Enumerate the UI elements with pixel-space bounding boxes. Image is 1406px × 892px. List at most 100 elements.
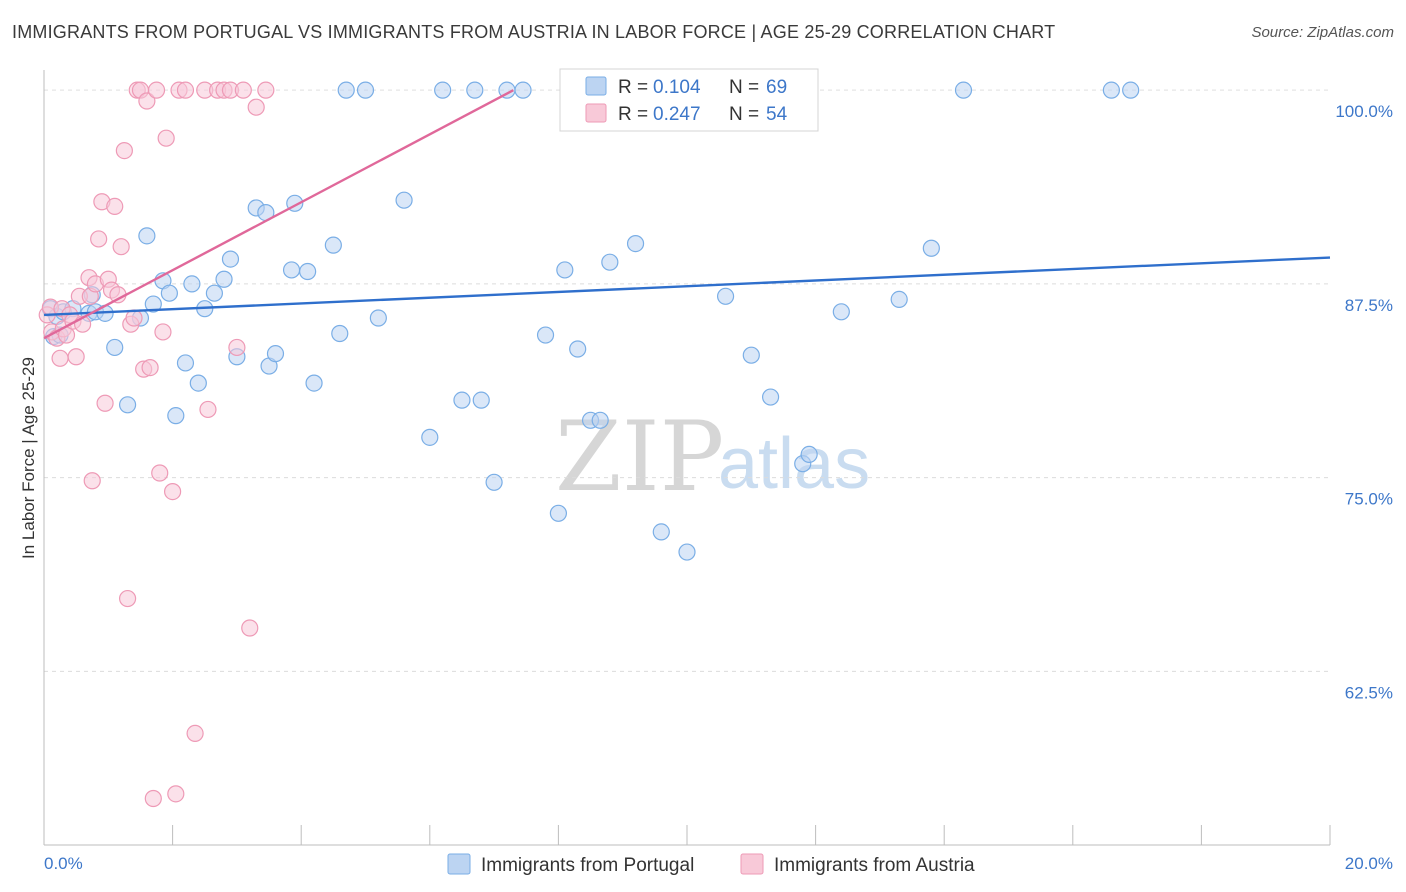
data-point [742, 346, 760, 364]
data-point [591, 411, 609, 429]
y-tick-label: 62.5% [1345, 683, 1393, 702]
legend-n-value-austria: 54 [766, 104, 788, 125]
data-point [144, 789, 162, 808]
data-point [215, 270, 233, 288]
y-tick-label: 87.5% [1345, 296, 1393, 315]
data-point [716, 287, 735, 305]
data-point [514, 81, 532, 99]
legend-n-label-portugal: N = [729, 77, 759, 98]
legend-r-value-austria: 0.247 [653, 104, 701, 125]
data-point [266, 345, 285, 363]
data-point [167, 407, 185, 425]
gridlines [44, 89, 1330, 672]
trend-line-austria [43, 89, 514, 340]
data-point [626, 235, 645, 253]
data-point [678, 543, 696, 561]
data-point [96, 394, 114, 412]
x-tick-label-max: 20.0% [1345, 854, 1393, 873]
data-point [282, 261, 301, 279]
chart-title: IMMIGRANTS FROM PORTUGAL VS IMMIGRANTS F… [12, 22, 1056, 42]
data-point [337, 81, 355, 99]
data-point [189, 374, 207, 392]
data-point [601, 253, 619, 271]
y-tick-label: 75.0% [1345, 490, 1393, 509]
data-point [167, 785, 185, 803]
y-axis-label: In Labor Force | Age 25-29 [19, 357, 38, 559]
legend-n-label-austria: N = [729, 104, 759, 125]
data-point [241, 619, 259, 637]
data-point [118, 589, 137, 608]
x-ticks [43, 825, 1331, 845]
data-point [221, 250, 240, 268]
bottom-legend-label-portugal: Immigrants from Portugal [481, 855, 694, 876]
data-point [147, 81, 166, 99]
data-point [186, 724, 204, 743]
legend-n-value-portugal: 69 [766, 77, 787, 98]
legend-r-label-austria: R = [618, 104, 648, 125]
legend-r-value-portugal: 0.104 [653, 77, 701, 98]
trend-line-portugal [43, 256, 1331, 317]
data-point [125, 309, 143, 327]
data-point [199, 400, 217, 419]
data-point [205, 284, 223, 302]
legend-swatch-austria [585, 103, 607, 123]
data-point [761, 388, 780, 406]
data-point [183, 275, 201, 293]
data-point [112, 238, 130, 256]
data-point [800, 445, 818, 463]
data-point [954, 81, 973, 99]
y-tick-labels: 62.5% 75.0% 87.5% 100.0% [1335, 102, 1393, 702]
legend-r-label-portugal: R = [618, 77, 648, 98]
data-point [118, 396, 137, 414]
legend-swatch-portugal [585, 76, 607, 96]
data-point [331, 324, 349, 343]
data-point [453, 391, 471, 409]
data-point [395, 191, 413, 209]
data-point [51, 349, 69, 367]
data-point [138, 92, 156, 110]
data-point [922, 239, 940, 257]
data-point [106, 197, 124, 215]
series-legend: Immigrants from Portugal Immigrants from… [447, 853, 975, 876]
stats-legend: R = 0.104 N = 69 R = 0.247 N = 54 [559, 68, 819, 132]
data-point [176, 81, 195, 99]
data-point [652, 523, 670, 541]
y-tick-label: 100.0% [1335, 102, 1393, 121]
x-tick-label-min: 0.0% [44, 854, 83, 873]
data-point [106, 338, 124, 357]
data-point [472, 391, 490, 409]
bottom-legend-swatch-portugal [447, 853, 471, 875]
bottom-legend-label-austria: Immigrants from Austria [774, 855, 975, 876]
data-point [549, 504, 568, 522]
data-point [890, 290, 908, 308]
data-point [151, 464, 169, 482]
watermark-zip: ZIP [555, 401, 724, 513]
watermark-atlas: atlas [718, 424, 870, 504]
data-point [556, 261, 574, 279]
data-point [1102, 81, 1120, 99]
data-point [228, 338, 246, 357]
data-point [247, 98, 265, 116]
data-point [164, 483, 182, 501]
data-point [421, 428, 439, 446]
data-point [144, 295, 162, 313]
data-point [832, 303, 850, 321]
data-point [234, 81, 252, 99]
data-point [67, 348, 85, 366]
data-point [257, 81, 275, 99]
trend-lines [43, 89, 1331, 340]
data-point [138, 227, 156, 245]
data-point [324, 236, 342, 254]
data-point [1122, 81, 1140, 99]
data-point [176, 354, 195, 372]
data-point [485, 473, 503, 491]
data-point [299, 262, 317, 281]
data-point [90, 230, 108, 248]
data-point [536, 326, 555, 344]
series-austria [38, 81, 275, 808]
data-point [434, 81, 452, 99]
bottom-legend-swatch-austria [740, 853, 764, 875]
data-point [466, 81, 484, 99]
source-label: Source: ZipAtlas.com [1251, 24, 1394, 41]
